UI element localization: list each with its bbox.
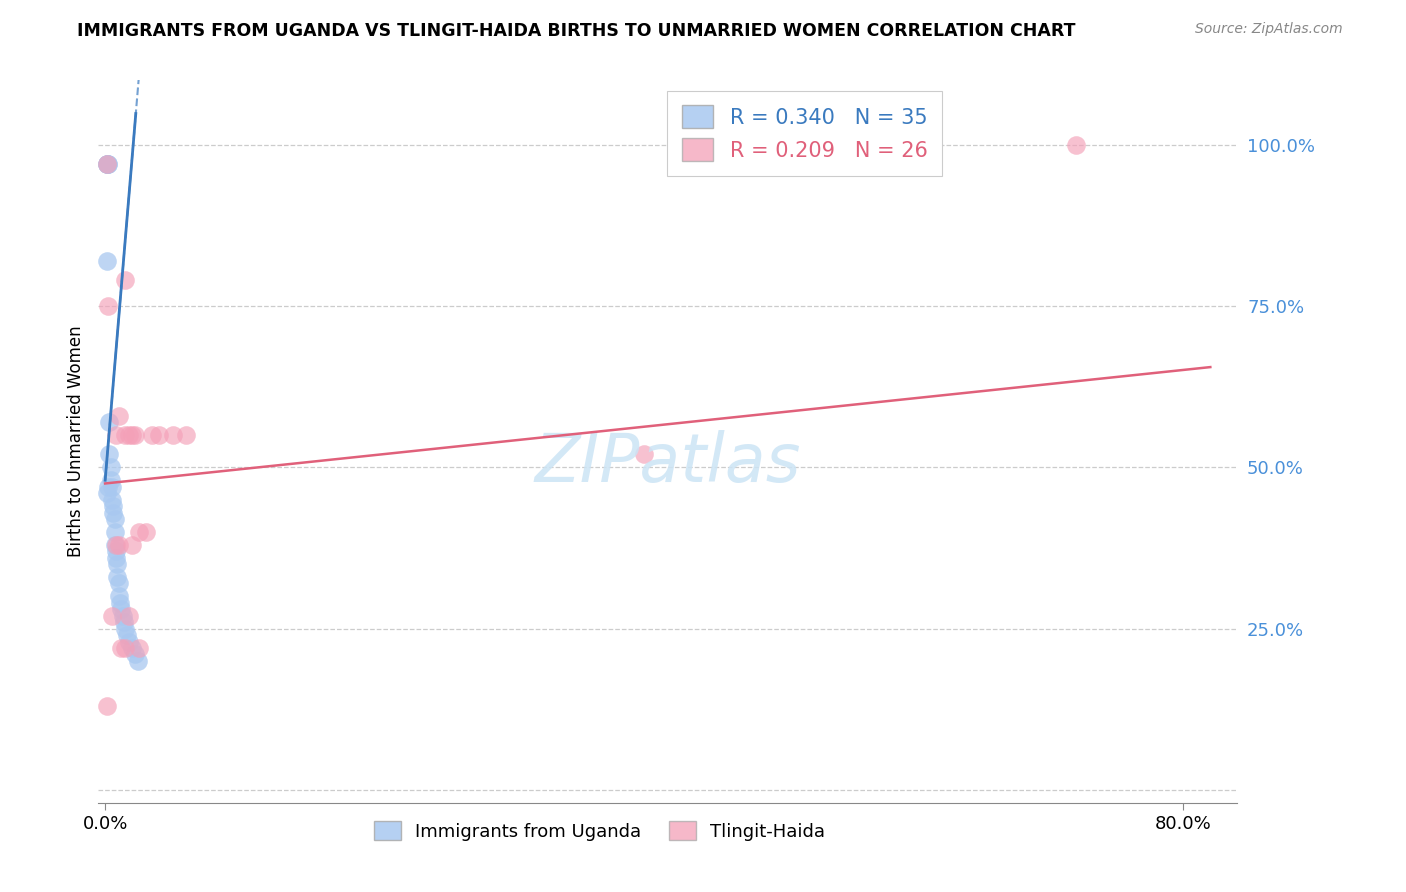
Point: [162, 428, 184, 442]
Point: [118, 634, 141, 648]
Point: [114, 273, 136, 287]
Point: [96, 157, 118, 171]
Point: [103, 499, 125, 513]
Point: [104, 550, 127, 565]
Point: [115, 628, 138, 642]
Point: [107, 590, 129, 604]
Point: [633, 447, 655, 461]
Point: [96, 254, 118, 268]
Point: [114, 428, 136, 442]
Point: [135, 524, 157, 539]
Point: [114, 640, 136, 655]
Point: [111, 608, 134, 623]
Point: [96, 699, 118, 714]
Point: [118, 608, 141, 623]
Point: [128, 524, 150, 539]
Point: [114, 622, 136, 636]
Text: ZIPatlas: ZIPatlas: [534, 430, 801, 496]
Point: [128, 640, 150, 655]
Point: [104, 512, 127, 526]
Point: [98, 415, 121, 429]
Point: [97, 299, 120, 313]
Legend: Immigrants from Uganda, Tlingit-Haida: Immigrants from Uganda, Tlingit-Haida: [367, 814, 832, 848]
Point: [110, 640, 132, 655]
Point: [107, 409, 129, 423]
Point: [100, 473, 122, 487]
Point: [107, 576, 129, 591]
Point: [121, 538, 143, 552]
Point: [103, 506, 125, 520]
Point: [110, 602, 132, 616]
Point: [101, 608, 124, 623]
Point: [97, 157, 120, 171]
Point: [174, 428, 197, 442]
Point: [97, 480, 120, 494]
Point: [96, 157, 118, 171]
Point: [121, 640, 143, 655]
Point: [105, 570, 128, 584]
Text: Source: ZipAtlas.com: Source: ZipAtlas.com: [1195, 22, 1343, 37]
Point: [105, 557, 128, 571]
Point: [96, 486, 118, 500]
Point: [121, 428, 143, 442]
Point: [107, 538, 129, 552]
Point: [118, 428, 141, 442]
Text: IMMIGRANTS FROM UGANDA VS TLINGIT-HAIDA BIRTHS TO UNMARRIED WOMEN CORRELATION CH: IMMIGRANTS FROM UGANDA VS TLINGIT-HAIDA …: [77, 22, 1076, 40]
Point: [104, 538, 127, 552]
Point: [148, 428, 170, 442]
Point: [101, 492, 124, 507]
Point: [104, 428, 127, 442]
Point: [100, 460, 122, 475]
Point: [96, 157, 118, 171]
Point: [98, 447, 121, 461]
Point: [104, 538, 127, 552]
Point: [104, 524, 127, 539]
Point: [124, 428, 146, 442]
Point: [141, 428, 163, 442]
Point: [124, 648, 146, 662]
Y-axis label: Births to Unmarried Women: Births to Unmarried Women: [66, 326, 84, 558]
Point: [1064, 137, 1087, 152]
Point: [97, 157, 120, 171]
Point: [112, 615, 135, 630]
Point: [108, 596, 131, 610]
Point: [101, 480, 124, 494]
Point: [127, 654, 149, 668]
Point: [104, 544, 127, 558]
Point: [96, 157, 118, 171]
